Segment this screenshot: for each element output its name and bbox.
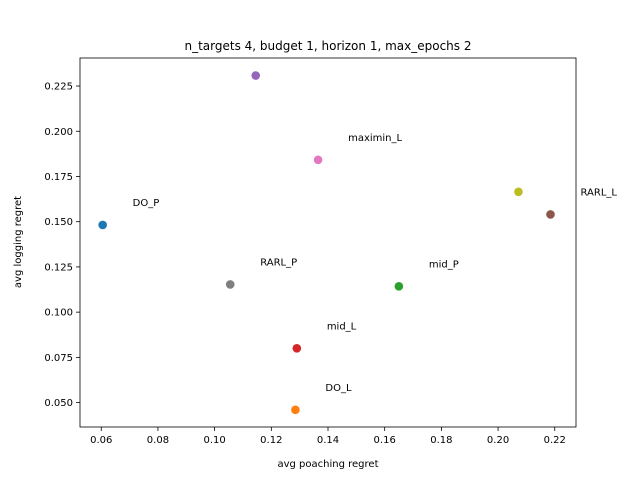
point-label: RARL_P <box>260 257 297 268</box>
y-axis-label: avg logging regret <box>13 196 24 288</box>
x-tick-label: 0.10 <box>203 435 225 446</box>
y-tick-label: 0.125 <box>44 262 73 273</box>
y-tick-label: 0.075 <box>44 353 73 364</box>
point-annotations: DO_P DO_L mid_P mid_L RARL_L maximin_L RARL_P <box>133 133 618 394</box>
chart-title: n_targets 4, budget 1, horizon 1, max_ep… <box>185 39 472 53</box>
x-axis: 0.06 0.08 0.10 0.12 0.14 0.16 0.18 0.20 0.22 <box>90 427 566 446</box>
y-tick-label: 0.150 <box>44 217 73 228</box>
x-tick-label: 0.12 <box>260 435 282 446</box>
scatter-point <box>313 155 323 165</box>
data-points <box>98 71 555 415</box>
scatter-point <box>251 71 261 80</box>
point-label: DO_P <box>133 198 160 209</box>
x-tick-label: 0.08 <box>147 435 169 446</box>
x-tick-label: 0.22 <box>544 435 566 446</box>
scatter-point <box>225 280 235 289</box>
x-tick-label: 0.18 <box>430 435 452 446</box>
point-label: maximin_L <box>348 133 402 144</box>
scatter-point <box>546 210 555 219</box>
y-tick-label: 0.225 <box>44 82 73 93</box>
scatter-point <box>291 405 300 415</box>
y-tick-label: 0.100 <box>44 308 73 319</box>
y-axis: 0.050 0.075 0.100 0.125 0.150 0.175 0.200 0.225 <box>44 82 80 409</box>
point-label: mid_P <box>429 259 459 270</box>
y-tick-label: 0.050 <box>44 398 73 409</box>
scatter-point <box>98 220 107 230</box>
y-tick-label: 0.175 <box>44 172 73 183</box>
y-tick-label: 0.200 <box>44 127 73 138</box>
x-axis-label: avg poaching regret <box>277 459 378 470</box>
x-tick-label: 0.06 <box>90 435 112 446</box>
scatter-point <box>292 344 302 353</box>
point-label: RARL_L <box>580 187 617 198</box>
x-tick-label: 0.20 <box>487 435 509 446</box>
scatter-point <box>514 187 523 197</box>
x-tick-label: 0.16 <box>374 435 396 446</box>
point-label: mid_L <box>327 321 357 332</box>
point-label: DO_L <box>325 383 352 394</box>
x-tick-label: 0.14 <box>317 435 339 446</box>
scatter-point <box>394 281 404 291</box>
